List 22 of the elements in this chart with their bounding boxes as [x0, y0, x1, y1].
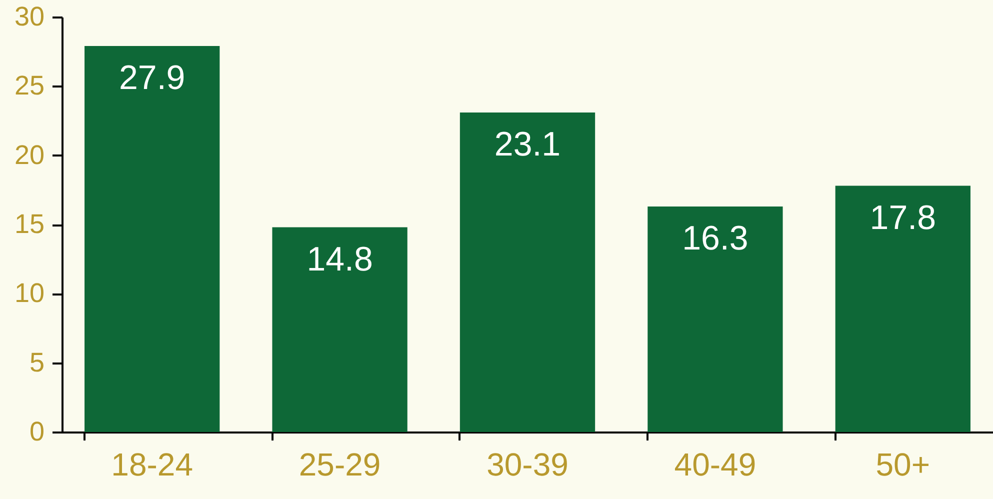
y-tick-label: 25: [14, 70, 44, 101]
y-tick-label: 30: [14, 2, 44, 32]
bar: [460, 112, 596, 432]
bar: [835, 186, 970, 432]
x-tick-label: 25-29: [298, 446, 381, 482]
y-tick-label: 0: [29, 416, 44, 446]
bar: [272, 227, 408, 432]
x-tick-label: 30-39: [486, 446, 568, 482]
data-label: 16.3: [682, 220, 748, 258]
bar: [648, 206, 783, 432]
y-tick-label: 20: [14, 140, 44, 170]
y-tick-label: 15: [14, 209, 44, 239]
x-tick-label: 50+: [876, 446, 930, 482]
y-tick-label: 10: [14, 278, 44, 308]
data-label: 27.9: [119, 59, 186, 98]
data-label: 14.8: [306, 240, 373, 278]
bar: [84, 46, 220, 432]
x-tick-label: 40-49: [674, 446, 756, 482]
data-label: 17.8: [870, 198, 936, 237]
x-tick-label: 18-24: [111, 446, 194, 482]
y-tick-label: 5: [29, 347, 44, 378]
data-label: 23.1: [494, 125, 561, 164]
